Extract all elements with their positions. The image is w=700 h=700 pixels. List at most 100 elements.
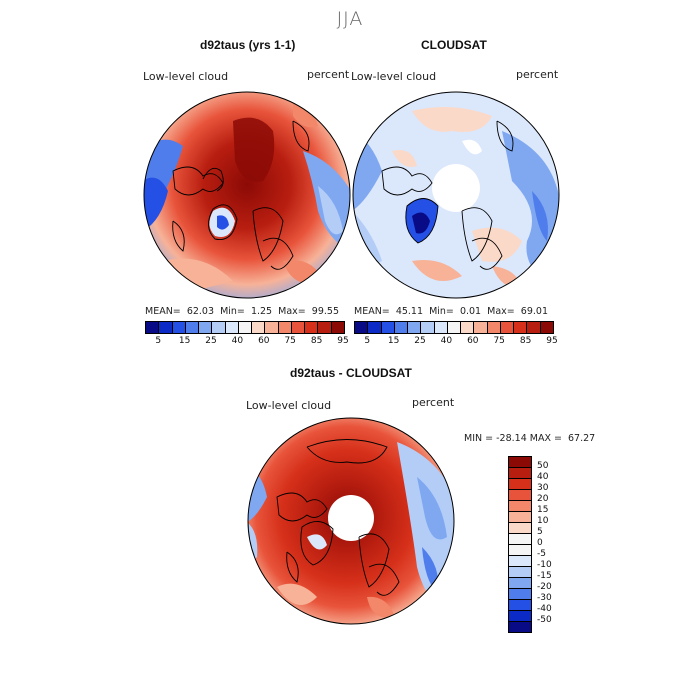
colorbar-swatch [509, 545, 531, 556]
colorbar-swatch [355, 322, 369, 333]
stat-max: 69.01 [520, 306, 548, 317]
colorbar-swatch [408, 322, 422, 333]
colorbar-swatch [318, 322, 332, 333]
colorbar-tick-label: 0 [537, 538, 543, 548]
colorbar-swatch [238, 322, 253, 333]
colorbar-swatch [278, 322, 292, 333]
colorbar-swatch [509, 468, 531, 479]
colorbar-tick-label: 75 [493, 336, 505, 346]
colorbar-tick-label: 95 [546, 336, 558, 346]
panel-title-obs: CLOUDSAT [421, 38, 487, 52]
colorbar-swatch [252, 322, 266, 333]
colorbar-swatch [185, 322, 200, 333]
colorbar-model [145, 321, 345, 334]
colorbar-swatch [159, 322, 173, 333]
colorbar-tick-label: 15 [387, 336, 400, 346]
colorbar-tick-label: -50 [537, 615, 552, 625]
colorbar-swatch [331, 322, 344, 333]
colorbar-swatch [509, 567, 531, 578]
colorbar-tick-label: 60 [467, 336, 479, 346]
colorbar-obs [354, 321, 554, 334]
colorbar-tick-label: 95 [337, 336, 349, 346]
panel-units-model: percent [307, 68, 350, 81]
colorbar-tick-label: 20 [537, 494, 549, 504]
colorbar-swatch [509, 578, 531, 589]
colorbar-swatch [146, 322, 160, 333]
colorbar-swatch [527, 322, 541, 333]
colorbar-tick-label: 5 [155, 336, 162, 346]
polar-map-diff [247, 417, 455, 625]
colorbar-swatch [509, 600, 531, 611]
colorbar-swatch [509, 534, 531, 545]
panel-units-obs: percent [516, 68, 559, 81]
stat-max: 99.55 [311, 306, 339, 317]
colorbar-swatch [500, 322, 515, 333]
colorbar-tick-label: 60 [258, 336, 270, 346]
panel-variable-diff: Low-level cloud [246, 399, 332, 412]
mean-label: MEAN= [354, 306, 390, 317]
stat-mean: 45.11 [395, 306, 424, 317]
colorbar-tick-label: 15 [178, 336, 191, 346]
colorbar-swatch [265, 322, 279, 333]
colorbar-swatch [199, 322, 213, 333]
panel-units-diff: percent [412, 396, 455, 409]
colorbar-swatch [509, 501, 531, 512]
colorbar-swatch [368, 322, 382, 333]
colorbar-tick-label: 40 [440, 336, 453, 346]
colorbar-swatch [421, 322, 435, 333]
colorbar-tick-label: 40 [537, 472, 549, 482]
panel-stats-diff: MIN = -28.14 MAX = 67.27 [464, 433, 595, 444]
max-label: Max= [487, 306, 515, 317]
panel-title-model: d92taus (yrs 1-1) [200, 38, 296, 52]
colorbar-swatch [509, 589, 531, 600]
panel-variable-model: Low-level cloud [143, 70, 229, 83]
colorbar-swatch [291, 322, 306, 333]
colorbar-swatch [172, 322, 186, 333]
polar-map-model [143, 91, 351, 299]
colorbar-tick-label: 25 [414, 336, 426, 346]
colorbar-diff [508, 456, 532, 633]
colorbar-tick-label: 75 [284, 336, 296, 346]
colorbar-swatch [509, 523, 531, 534]
colorbar-swatch [474, 322, 488, 333]
colorbar-swatch [394, 322, 409, 333]
colorbar-swatch [487, 322, 501, 333]
colorbar-tick-label: 50 [537, 461, 549, 471]
panel-stats-obs: MEAN= 45.11 Min= 0.01 Max= 69.01 [354, 306, 548, 317]
stat-min: 1.25 [250, 306, 273, 317]
colorbar-swatch [514, 322, 528, 333]
colorbar-tick-label: 25 [205, 336, 217, 346]
colorbar-tick-label: -30 [537, 593, 552, 603]
min-label: Min= [220, 306, 245, 317]
stat-min: 0.01 [459, 306, 482, 317]
diff-min-label: MIN = [464, 433, 494, 444]
colorbar-tick-label: -5 [537, 549, 546, 559]
colorbar-tick-label: 5 [364, 336, 371, 346]
colorbar-tick-label: 10 [537, 516, 549, 526]
colorbar-swatch [509, 457, 531, 468]
panel-stats-model: MEAN= 62.03 Min= 1.25 Max= 99.55 [145, 306, 339, 317]
stat-mean: 62.03 [186, 306, 215, 317]
colorbar-tick-label: 85 [519, 336, 532, 346]
colorbar-swatch [509, 622, 531, 632]
colorbar-tick-label: 5 [537, 527, 543, 537]
colorbar-swatch [509, 479, 531, 490]
colorbar-swatch [381, 322, 395, 333]
diff-max-label: MAX = [529, 433, 562, 444]
max-label: Max= [278, 306, 306, 317]
colorbar-swatch [212, 322, 226, 333]
colorbar-tick-label: 40 [231, 336, 244, 346]
colorbar-tick-label: -10 [537, 560, 552, 570]
colorbar-tick-label: -20 [537, 582, 552, 592]
colorbar-swatch [509, 490, 531, 501]
colorbar-swatch [509, 611, 531, 622]
colorbar-swatch [305, 322, 319, 333]
colorbar-tick-label: 85 [310, 336, 323, 346]
colorbar-swatch [225, 322, 239, 333]
colorbar-tick-label: 15 [537, 505, 549, 515]
colorbar-tick-label: -40 [537, 604, 552, 614]
stat-min: -28.14 [496, 433, 527, 444]
min-label: Min= [429, 306, 454, 317]
figure-season-title: JJA [336, 8, 364, 30]
colorbar-swatch [461, 322, 475, 333]
